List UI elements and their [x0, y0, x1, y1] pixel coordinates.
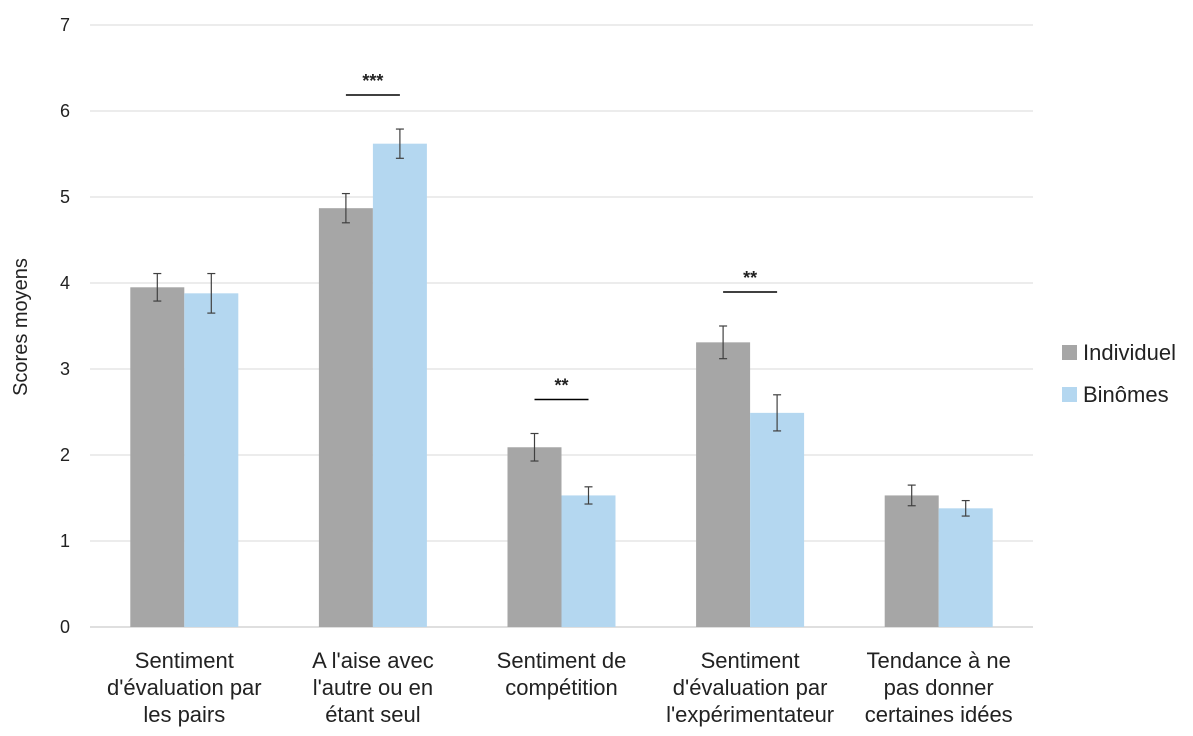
error-bar: [719, 325, 728, 360]
bar-bin-mes: [938, 508, 993, 627]
x-category-label: Sentiment d'évaluation par l'expérimentate…: [666, 648, 834, 727]
x-category-label: Tendance à ne pas donner certaines idées: [865, 648, 1013, 727]
y-tick-label: 4: [60, 273, 70, 293]
error-bar: [341, 192, 350, 224]
x-category-label: Sentiment de compétition: [497, 648, 627, 700]
error-bar: [584, 486, 593, 505]
legend-item-individuel: Individuel: [1062, 340, 1176, 365]
bar-individuel: [884, 495, 939, 627]
bar-individuel: [130, 287, 185, 627]
error-bar: [773, 394, 782, 432]
y-tick-label: 3: [60, 359, 70, 379]
significance-markers: *******: [345, 71, 778, 401]
significance-label: **: [554, 376, 568, 396]
y-tick-label: 7: [60, 15, 70, 35]
significance-label: ***: [362, 71, 383, 91]
legend-item-bin-mes: Binômes: [1062, 382, 1169, 407]
y-tick-label: 5: [60, 187, 70, 207]
error-bar: [961, 499, 970, 517]
y-tick-label: 0: [60, 617, 70, 637]
legend-label: Binômes: [1083, 382, 1169, 407]
bar-bin-mes: [750, 412, 805, 627]
error-bar: [530, 432, 539, 462]
significance-marker: **: [534, 376, 589, 401]
significance-label: **: [743, 268, 757, 288]
bar-individuel: [318, 208, 373, 627]
x-category-label: Sentiment d'évaluation par les pairs: [107, 648, 262, 727]
error-bar: [153, 272, 162, 302]
bar-individuel: [696, 342, 751, 627]
y-axis-title: Scores moyens: [10, 258, 32, 396]
y-tick-labels: 0 1 2 3 4 5 6 7: [60, 15, 70, 637]
error-bar: [207, 272, 216, 314]
significance-marker: ***: [345, 71, 400, 96]
bar-bin-mes: [184, 293, 239, 627]
y-tick-label: 6: [60, 101, 70, 121]
x-category-labels: Sentiment d'évaluation par les pairs A l'ai…: [107, 648, 1013, 727]
bar-individuel: [507, 447, 562, 627]
legend-label: Individuel: [1083, 340, 1176, 365]
significance-marker: **: [723, 268, 778, 293]
x-category-label: A l'aise avec l'autre ou en étant seul: [312, 648, 434, 727]
bar-bin-mes: [372, 143, 427, 627]
legend-swatch: [1062, 345, 1077, 360]
y-tick-label: 1: [60, 531, 70, 551]
bar-bin-mes: [561, 495, 616, 627]
legend: Individuel Binômes: [1062, 340, 1176, 407]
legend-swatch: [1062, 387, 1077, 402]
y-tick-label: 2: [60, 445, 70, 465]
error-bar: [395, 128, 404, 159]
error-bar: [907, 484, 916, 507]
error-bars: [153, 128, 970, 517]
bars: [130, 143, 993, 627]
